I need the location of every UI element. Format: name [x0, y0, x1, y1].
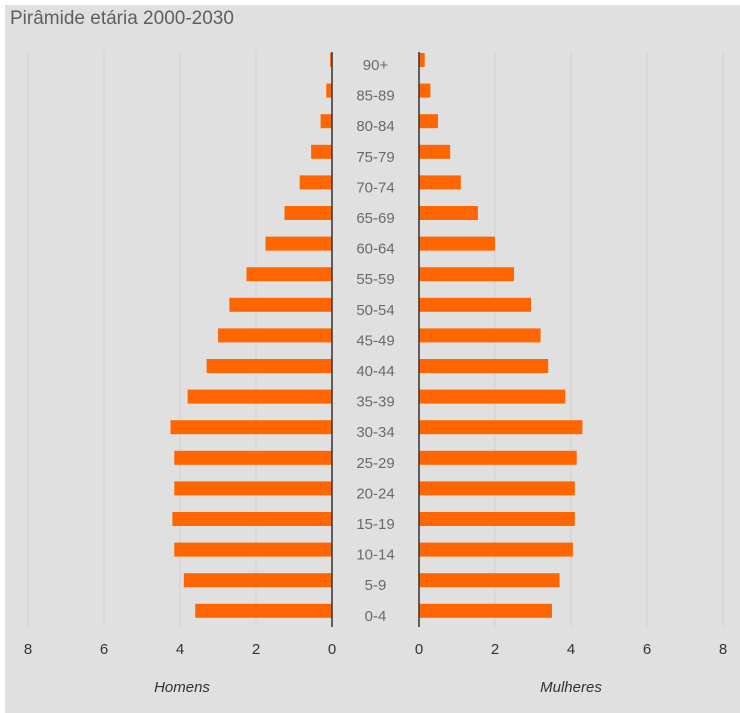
age-label: 75-79	[356, 149, 394, 166]
bar-homens-35-39	[187, 389, 332, 404]
age-label: 55-59	[356, 271, 394, 288]
bars	[170, 53, 583, 618]
age-label: 30-34	[356, 424, 394, 441]
age-label: 5-9	[365, 577, 387, 594]
bar-mulheres-80-84	[419, 114, 438, 129]
age-label: 85-89	[356, 88, 394, 105]
bar-homens-80-84	[320, 114, 332, 129]
bar-homens-20-24	[174, 481, 332, 496]
tick-label-left: 0	[328, 641, 336, 658]
age-label: 45-49	[356, 332, 394, 349]
bar-homens-5-9	[183, 573, 332, 588]
bar-mulheres-90+	[419, 53, 425, 67]
tick-label-right: 0	[415, 641, 423, 658]
bar-mulheres-65-69	[419, 206, 478, 220]
age-label: 35-39	[356, 394, 394, 411]
bar-mulheres-20-24	[419, 481, 575, 496]
bar-homens-65-69	[284, 206, 332, 220]
age-label: 90+	[363, 57, 389, 74]
age-labels: 0-4 5-9 10-14 15-19 20-24 25-29 30-34 35-39 40-4…	[356, 57, 394, 625]
bar-mulheres-55-59	[419, 267, 514, 282]
bar-homens-30-34	[170, 420, 332, 435]
bar-mulheres-25-29	[419, 450, 577, 465]
age-label: 50-54	[356, 302, 394, 319]
tick-label-right: 8	[719, 641, 727, 658]
axes	[331, 52, 420, 627]
tick-label-left: 8	[24, 641, 32, 658]
bar-mulheres-35-39	[419, 389, 566, 404]
bar-mulheres-5-9	[419, 573, 560, 588]
bar-homens-60-64	[265, 236, 332, 251]
bar-homens-85-89	[326, 83, 332, 98]
age-label: 40-44	[356, 363, 394, 380]
bar-homens-75-79	[311, 144, 332, 159]
bar-mulheres-10-14	[419, 542, 573, 557]
tick-label-right: 6	[643, 641, 651, 658]
bar-homens-90+	[330, 53, 332, 67]
tick-labels: 8 6 4 2 0 0 2 4 6 8	[24, 641, 727, 658]
bar-mulheres-70-74	[419, 175, 461, 190]
bar-mulheres-0-4	[419, 603, 552, 618]
bar-homens-45-49	[218, 328, 332, 343]
bar-mulheres-15-19	[419, 512, 575, 526]
axis-label-homens: Homens	[154, 679, 210, 696]
bar-homens-0-4	[195, 603, 332, 618]
tick-label-right: 2	[491, 641, 499, 658]
bar-mulheres-50-54	[419, 297, 532, 312]
bar-mulheres-60-64	[419, 236, 495, 251]
tick-label-left: 2	[252, 641, 260, 658]
bar-homens-10-14	[174, 542, 332, 557]
bar-mulheres-40-44	[419, 359, 549, 373]
chart-title: Pirâmide etária 2000-2030	[10, 8, 234, 29]
age-label: 20-24	[356, 485, 394, 502]
tick-label-left: 4	[176, 641, 184, 658]
age-label: 70-74	[356, 179, 394, 196]
age-label: 25-29	[356, 455, 394, 472]
bar-homens-25-29	[174, 450, 332, 465]
tick-label-right: 4	[567, 641, 575, 658]
age-label: 10-14	[356, 547, 394, 564]
bar-homens-55-59	[246, 267, 332, 282]
bar-mulheres-75-79	[419, 144, 451, 159]
chart-panel	[5, 5, 740, 713]
bar-homens-50-54	[229, 297, 332, 312]
bar-mulheres-85-89	[419, 83, 431, 98]
age-label: 15-19	[356, 516, 394, 533]
age-label: 60-64	[356, 241, 394, 258]
bar-homens-15-19	[172, 512, 332, 526]
age-label: 65-69	[356, 210, 394, 227]
age-label: 80-84	[356, 118, 394, 135]
bar-homens-40-44	[206, 359, 332, 373]
age-label: 0-4	[365, 608, 387, 625]
bar-mulheres-45-49	[419, 328, 541, 343]
axis-label-mulheres: Mulheres	[540, 679, 602, 696]
bar-homens-70-74	[299, 175, 332, 190]
tick-label-left: 6	[100, 641, 108, 658]
bar-mulheres-30-34	[419, 420, 583, 435]
